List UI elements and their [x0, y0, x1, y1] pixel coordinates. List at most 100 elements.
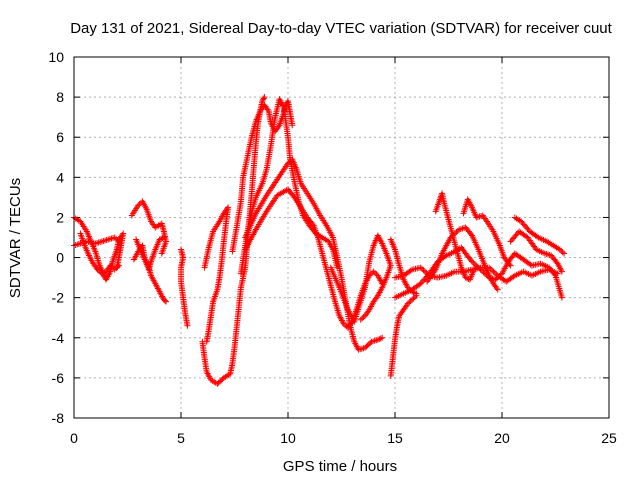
data-point — [494, 286, 501, 293]
data-point — [159, 235, 166, 242]
data-point — [454, 227, 461, 234]
data-point — [370, 268, 377, 275]
data-point — [115, 262, 122, 269]
series-trace-c — [77, 230, 122, 277]
x-tick-label: 20 — [494, 430, 510, 446]
data-point — [379, 334, 386, 341]
data-point — [377, 335, 384, 342]
data-point — [158, 250, 165, 257]
data-point — [107, 262, 114, 269]
data-point — [156, 236, 163, 243]
data-point — [558, 247, 565, 254]
y-tick-label: -6 — [52, 370, 65, 386]
data-point — [203, 338, 210, 345]
data-point — [410, 295, 417, 302]
data-point — [467, 231, 474, 238]
data-point — [160, 234, 167, 241]
series-trace-o — [387, 292, 420, 379]
data-point — [474, 263, 481, 270]
data-point — [163, 298, 170, 305]
data-point — [376, 336, 383, 343]
data-point — [261, 94, 268, 101]
data-point — [441, 253, 448, 260]
data-point — [404, 284, 411, 291]
y-tick-label: 4 — [56, 169, 64, 185]
series-trace-f — [133, 234, 167, 273]
series-trace-s — [424, 224, 501, 293]
data-point — [285, 160, 291, 167]
series-trace-n — [327, 232, 394, 325]
y-tick-label: 10 — [48, 49, 64, 65]
data-point — [404, 300, 411, 307]
data-point — [490, 268, 497, 275]
data-point — [556, 246, 563, 253]
data-point — [95, 267, 102, 274]
data-point — [476, 265, 483, 272]
y-tick-label: 0 — [56, 250, 64, 266]
data-point — [290, 193, 297, 200]
data-points — [71, 94, 568, 387]
x-tick-label: 25 — [601, 430, 617, 446]
x-axis-label: GPS time / hours — [283, 458, 397, 475]
data-point — [407, 267, 414, 274]
data-point — [473, 262, 480, 269]
x-tick-label: 0 — [70, 430, 78, 446]
series-trace-w — [507, 228, 565, 275]
data-point — [374, 336, 381, 343]
data-point — [419, 265, 426, 272]
y-tick-label: 6 — [56, 129, 64, 145]
data-point — [136, 201, 143, 208]
chart-title: Day 131 of 2021, Sidereal Day-to-day VTE… — [70, 20, 612, 37]
data-point — [417, 264, 424, 271]
data-point — [158, 235, 165, 242]
data-point — [507, 262, 514, 269]
data-point — [491, 269, 498, 276]
y-tick-label: -2 — [52, 290, 65, 306]
series-trace-v — [511, 214, 568, 257]
plot-frame — [73, 56, 610, 419]
data-point — [470, 259, 477, 266]
data-point — [558, 268, 565, 275]
data-point — [289, 122, 296, 129]
x-tick-label: 10 — [280, 430, 296, 446]
data-point — [359, 315, 366, 322]
data-point — [551, 271, 558, 278]
data-point — [360, 314, 367, 321]
data-point — [421, 268, 428, 275]
data-point — [184, 322, 191, 329]
data-point — [477, 266, 484, 273]
series-trace-t — [432, 190, 478, 283]
y-tick-label: -8 — [52, 410, 65, 426]
data-point — [286, 158, 293, 165]
data-point — [113, 235, 120, 242]
data-point — [113, 265, 120, 272]
series-trace-m — [242, 186, 386, 331]
data-point — [100, 269, 107, 276]
data-point — [372, 269, 379, 276]
data-point — [309, 221, 316, 228]
data-point — [362, 312, 369, 319]
data-point — [411, 289, 418, 296]
data-point — [98, 270, 105, 277]
data-point — [406, 299, 413, 306]
data-point — [108, 263, 115, 270]
data-point — [259, 98, 266, 105]
data-point — [161, 297, 168, 304]
x-tick-label: 5 — [177, 430, 185, 446]
data-point — [413, 290, 420, 297]
y-tick-label: -4 — [52, 330, 65, 346]
y-axis-label: SDTVAR / TECUs — [7, 178, 24, 298]
data-point — [471, 266, 478, 273]
data-point — [260, 96, 267, 103]
data-point — [558, 294, 565, 301]
y-tick-label: 8 — [56, 89, 64, 105]
data-point — [510, 273, 517, 280]
data-point — [114, 263, 121, 270]
data-point — [357, 316, 364, 323]
series-trace-u — [460, 196, 514, 269]
data-point — [94, 266, 101, 273]
data-point — [533, 233, 540, 240]
data-point — [115, 238, 122, 245]
series-trace-l — [242, 156, 386, 353]
